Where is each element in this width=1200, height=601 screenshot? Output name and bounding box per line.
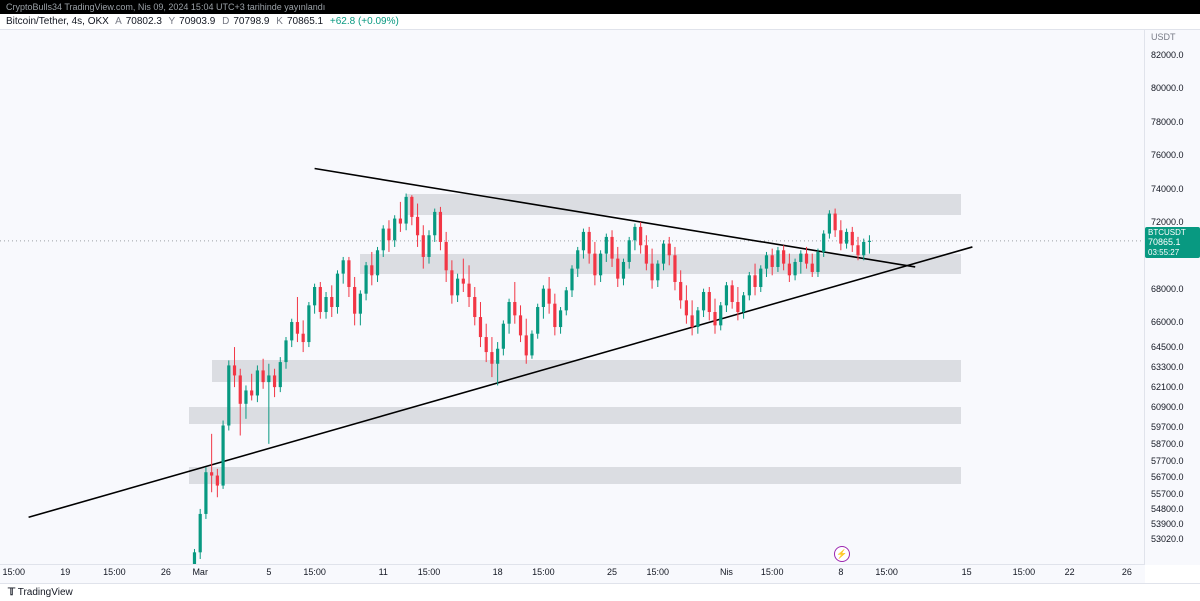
ytick: 62100.0	[1151, 382, 1184, 392]
chart-plot[interactable]: ⚡	[0, 30, 1145, 565]
xtick: 15:00	[875, 567, 898, 577]
xtick: Nis	[720, 567, 733, 577]
footer-brand: 𝕋 TradingView	[0, 583, 1200, 601]
ytick: 64500.0	[1151, 342, 1184, 352]
chart-svg	[0, 30, 1144, 564]
xtick: 15:00	[1013, 567, 1036, 577]
ytick: 80000.0	[1151, 83, 1184, 93]
ytick: 57700.0	[1151, 456, 1184, 466]
change-label: +62.8 (+0.09%)	[330, 16, 399, 27]
xtick: 8	[838, 567, 843, 577]
xtick: 22	[1065, 567, 1075, 577]
publish-bar: CryptoBulls34 TradingView.com, Nis 09, 2…	[0, 0, 1200, 14]
ytick: 53020.0	[1151, 534, 1184, 544]
xtick: 15:00	[2, 567, 25, 577]
ytick: 68000.0	[1151, 284, 1184, 294]
xtick: 19	[60, 567, 70, 577]
xtick: 15:00	[103, 567, 126, 577]
axis-currency: USDT	[1151, 32, 1176, 42]
ytick: 82000.0	[1151, 50, 1184, 60]
ytick: 58700.0	[1151, 439, 1184, 449]
xtick: 18	[493, 567, 503, 577]
price-label: BTCUSDT70865.103:55:27	[1145, 227, 1200, 258]
event-icon[interactable]: ⚡	[834, 546, 850, 562]
ytick: 76000.0	[1151, 150, 1184, 160]
xtick: 15:00	[303, 567, 326, 577]
xtick: 15:00	[647, 567, 670, 577]
xtick: 26	[161, 567, 171, 577]
ytick: 78000.0	[1151, 117, 1184, 127]
ytick: 59700.0	[1151, 422, 1184, 432]
ytick: 54800.0	[1151, 504, 1184, 514]
pair-label: Bitcoin/Tether, 4s, OKX	[6, 16, 109, 27]
ohlc-bar: Bitcoin/Tether, 4s, OKX A70802.3 Y70903.…	[0, 14, 1200, 30]
ytick: 55700.0	[1151, 489, 1184, 499]
xtick: 15	[962, 567, 972, 577]
ytick: 56700.0	[1151, 472, 1184, 482]
xtick: 26	[1122, 567, 1132, 577]
xtick: 11	[379, 567, 388, 577]
ytick: 60900.0	[1151, 402, 1184, 412]
ytick: 74000.0	[1151, 184, 1184, 194]
ytick: 63300.0	[1151, 362, 1184, 372]
price-axis[interactable]: USDT 82000.0 80000.0 78000.0 76000.0 74000.0…	[1145, 30, 1200, 565]
xtick: 15:00	[761, 567, 784, 577]
ytick: 66000.0	[1151, 317, 1184, 327]
xtick: 5	[266, 567, 271, 577]
xtick: 25	[607, 567, 617, 577]
xtick: 15:00	[418, 567, 441, 577]
time-axis[interactable]: 15:00 19 15:00 26 Mar 5 15:00 11 15:00 18 15:00 25 1…	[0, 565, 1145, 583]
xtick: Mar	[192, 567, 208, 577]
xtick: 15:00	[532, 567, 555, 577]
ytick: 53900.0	[1151, 519, 1184, 529]
ytick: 72000.0	[1151, 217, 1184, 227]
